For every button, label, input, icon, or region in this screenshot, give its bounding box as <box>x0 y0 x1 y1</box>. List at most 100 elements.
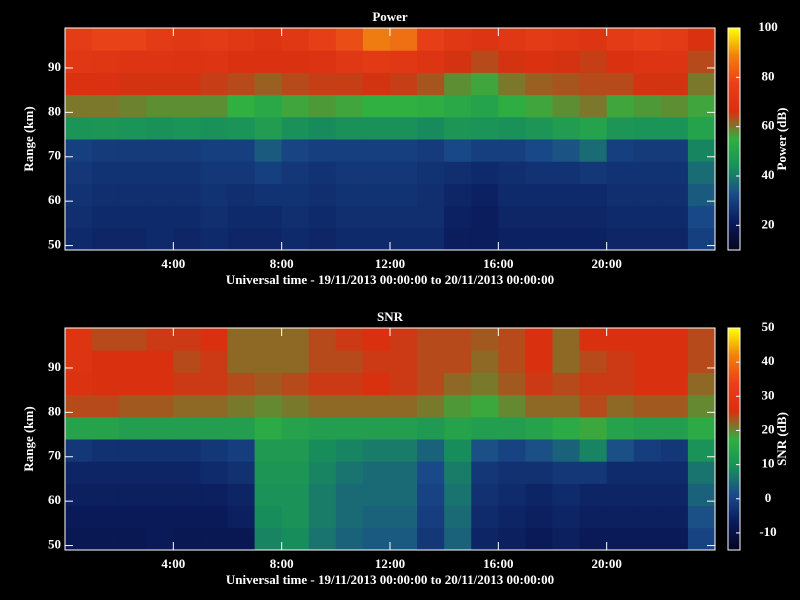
heat-cell <box>417 394 445 418</box>
heat-cell <box>146 461 174 484</box>
heat-cell <box>92 505 120 529</box>
heat-cell <box>444 94 472 118</box>
heat-cell <box>92 227 120 251</box>
heat-cell <box>444 72 472 96</box>
heat-cell <box>362 72 391 96</box>
heat-cell <box>362 205 391 229</box>
heat-cell <box>65 161 93 184</box>
heat-cell <box>308 483 337 507</box>
colorbar-tick-label: 0 <box>765 490 772 505</box>
heat-cell <box>498 439 526 462</box>
heat-cell <box>146 72 174 96</box>
heat-cell <box>498 505 526 529</box>
heat-cell <box>200 328 228 351</box>
heat-cell <box>498 205 526 229</box>
heat-cell <box>606 527 635 551</box>
heat-cell <box>417 116 445 140</box>
heat-cell <box>281 527 310 551</box>
heat-cell <box>200 28 228 51</box>
heat-cell <box>525 139 553 162</box>
heat-cell <box>417 50 445 73</box>
colorbar-tick-label: -10 <box>759 524 776 539</box>
heat-cell <box>254 161 283 184</box>
heat-cell <box>525 505 553 529</box>
heat-cell <box>417 227 445 251</box>
heat-cell <box>254 461 283 484</box>
heat-cell <box>606 183 635 207</box>
heat-cell <box>417 505 445 529</box>
heat-cell <box>633 28 662 51</box>
heat-cell <box>119 439 147 462</box>
heat-cell <box>498 350 526 373</box>
heat-cell <box>660 483 689 507</box>
heat-cell <box>281 461 310 484</box>
colorbar <box>727 327 741 551</box>
heat-cell <box>92 350 120 373</box>
heat-cell <box>606 50 635 73</box>
heat-cell <box>92 161 120 184</box>
heat-cell <box>633 350 662 373</box>
heat-cell <box>660 328 689 351</box>
heat-cell <box>254 227 283 251</box>
heat-cell <box>335 139 364 162</box>
heat-cell <box>417 372 445 396</box>
heat-cell <box>308 505 337 529</box>
heat-cell <box>552 372 581 396</box>
heat-cell <box>362 416 391 440</box>
heat-cell <box>444 28 472 51</box>
heat-cell <box>525 183 553 207</box>
heat-cell <box>471 205 499 229</box>
heat-cell <box>606 227 635 251</box>
heat-cell <box>281 139 310 162</box>
heat-cell <box>390 205 418 229</box>
heat-cell <box>687 94 716 118</box>
heat-cell <box>444 328 472 351</box>
heat-cell <box>146 28 174 51</box>
heat-cell <box>660 227 689 251</box>
heat-cell <box>660 116 689 140</box>
heat-cell <box>200 161 228 184</box>
heat-cell <box>65 439 93 462</box>
heat-cell <box>687 350 716 373</box>
heat-cell <box>335 350 364 373</box>
heat-cell <box>660 161 689 184</box>
heat-cell <box>92 116 120 140</box>
heat-cell <box>498 28 526 51</box>
heat-cell <box>390 483 418 507</box>
heat-cell <box>173 350 201 373</box>
heat-cell <box>633 50 662 73</box>
heat-cell <box>65 139 93 162</box>
heat-cell <box>227 72 256 96</box>
heat-cell <box>200 372 228 396</box>
x-tick-label: 12:00 <box>375 556 405 571</box>
heat-cell <box>687 527 716 551</box>
heat-cell <box>525 161 553 184</box>
heat-cell <box>579 461 608 484</box>
heat-cell <box>281 439 310 462</box>
heat-cell <box>444 505 472 529</box>
heat-cell <box>471 116 499 140</box>
heat-cell <box>444 416 472 440</box>
heat-cell <box>471 183 499 207</box>
heat-cell <box>92 416 120 440</box>
heat-cell <box>308 139 337 162</box>
heat-cell <box>525 439 553 462</box>
heat-cell <box>146 94 174 118</box>
y-tick-label: 70 <box>48 148 61 163</box>
heat-cell <box>281 328 310 351</box>
colorbar-label: SNR (dB) <box>774 412 789 466</box>
heat-cell <box>579 28 608 51</box>
heat-cell <box>498 94 526 118</box>
heat-cell <box>173 116 201 140</box>
heat-cell <box>227 372 256 396</box>
heat-cell <box>92 483 120 507</box>
heat-cell <box>227 483 256 507</box>
heat-cell <box>200 483 228 507</box>
heat-cell <box>335 161 364 184</box>
heat-cell <box>281 94 310 118</box>
heat-cell <box>471 28 499 51</box>
heat-cell <box>335 205 364 229</box>
colorbar-tick-label: 40 <box>762 167 775 182</box>
heat-cell <box>254 394 283 418</box>
